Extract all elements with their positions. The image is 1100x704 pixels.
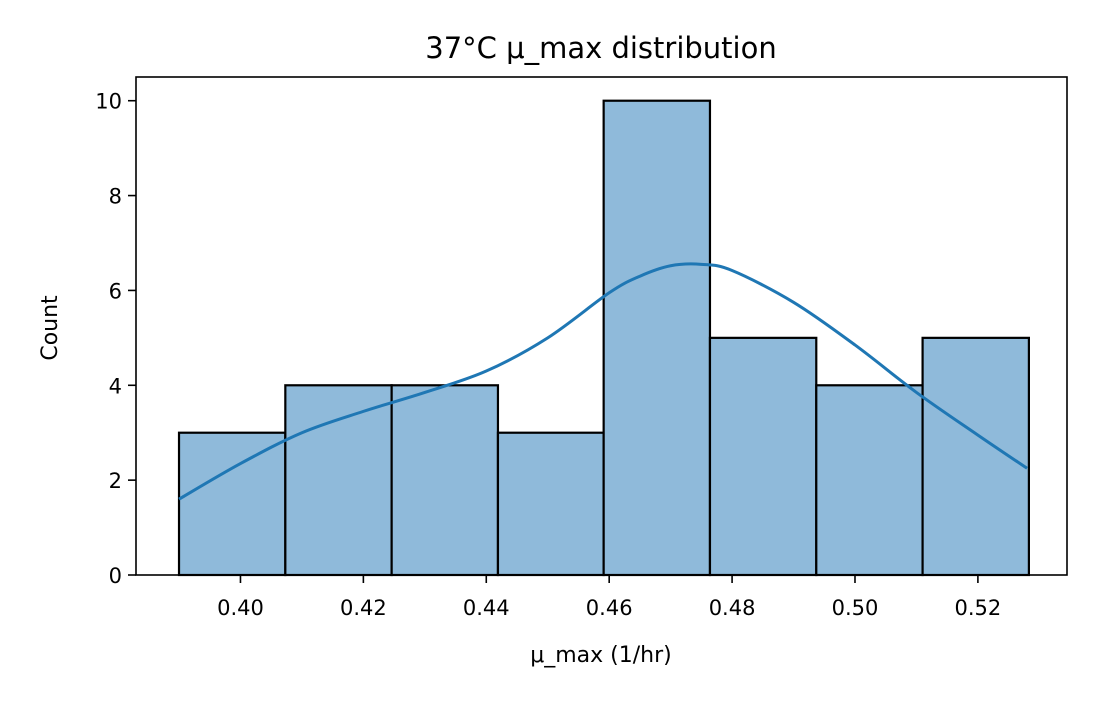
plot-frame [135, 76, 1068, 576]
histogram-bar [708, 336, 818, 577]
histogram-bars [177, 99, 1030, 577]
y-tick-label: 10 [95, 90, 122, 114]
x-tick-label: 0.48 [709, 596, 756, 620]
chart-title: 37°C μ_max distribution [425, 31, 776, 65]
y-tick-label: 2 [109, 469, 122, 493]
x-axis: 0.40 0.42 0.44 0.46 0.48 0.50 0.52 [217, 575, 1001, 620]
x-tick-label: 0.40 [217, 596, 264, 620]
y-tick-label: 4 [109, 374, 122, 398]
histogram-bar [921, 336, 1030, 577]
y-tick-label: 8 [109, 185, 122, 209]
y-axis: 0 2 4 6 8 10 [95, 90, 136, 588]
x-tick-label: 0.46 [586, 596, 633, 620]
y-axis-label: Count [38, 295, 63, 361]
histogram-bar [815, 384, 924, 577]
x-axis-label: μ_max (1/hr) [530, 643, 672, 668]
kde-curve [178, 262, 1028, 501]
y-tick-label: 6 [109, 279, 122, 303]
x-tick-label: 0.42 [340, 596, 387, 620]
histogram-bar [496, 431, 605, 577]
histogram-bar [390, 384, 500, 577]
x-tick-label: 0.44 [463, 596, 510, 620]
histogram-bar [602, 99, 712, 577]
histogram-bar [284, 384, 393, 577]
y-tick-label: 0 [109, 564, 122, 588]
histogram-bar [177, 431, 287, 577]
x-tick-label: 0.52 [955, 596, 1002, 620]
x-tick-label: 0.50 [832, 596, 879, 620]
